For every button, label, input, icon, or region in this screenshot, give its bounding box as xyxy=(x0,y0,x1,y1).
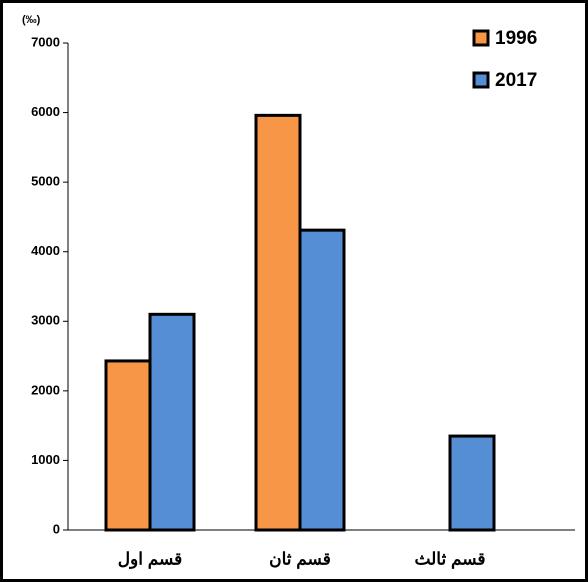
bar xyxy=(298,228,346,532)
legend-swatch xyxy=(472,29,490,47)
bar xyxy=(148,312,196,532)
y-tick-label: 2000 xyxy=(31,382,60,397)
y-tick-label: 7000 xyxy=(31,34,60,49)
x-tick-label: قسم ثالث xyxy=(414,549,485,569)
bar xyxy=(254,113,302,532)
y-tick-label: 5000 xyxy=(31,174,60,189)
y-tick-label: 4000 xyxy=(31,243,60,258)
legend-label: 2017 xyxy=(495,70,537,91)
bar xyxy=(448,434,496,532)
x-tick-label: قسم ثان xyxy=(269,549,331,569)
y-tick-label: 0 xyxy=(53,521,60,536)
legend-label: 1996 xyxy=(495,28,537,49)
x-tick-label: قسم اول xyxy=(118,549,183,569)
y-axis-label: (‰) xyxy=(22,14,41,26)
y-tick-label: 1000 xyxy=(31,452,60,467)
legend-swatch xyxy=(472,71,490,89)
bar xyxy=(104,359,152,532)
y-tick-label: 3000 xyxy=(31,313,60,328)
y-tick-label: 6000 xyxy=(31,104,60,119)
